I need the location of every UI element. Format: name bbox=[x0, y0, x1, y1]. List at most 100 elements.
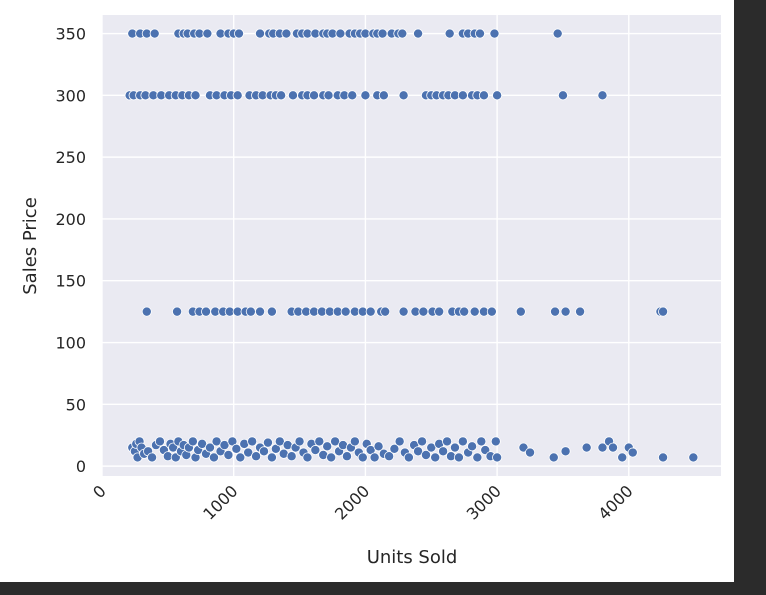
data-point bbox=[581, 442, 592, 453]
y-tick-label: 50 bbox=[66, 395, 86, 414]
data-point bbox=[597, 442, 608, 453]
x-tick-label: 1000 bbox=[199, 481, 241, 523]
y-tick-label: 200 bbox=[55, 210, 86, 229]
data-point bbox=[369, 452, 380, 463]
data-point bbox=[398, 306, 409, 317]
data-point bbox=[204, 442, 215, 453]
y-tick-label: 250 bbox=[55, 148, 86, 167]
data-point bbox=[365, 306, 376, 317]
data-point bbox=[575, 306, 586, 317]
data-point bbox=[474, 28, 485, 39]
data-point bbox=[266, 306, 277, 317]
data-point bbox=[266, 452, 277, 463]
data-point bbox=[515, 306, 526, 317]
data-point bbox=[347, 90, 358, 101]
data-point bbox=[453, 452, 464, 463]
data-point bbox=[486, 306, 497, 317]
data-point bbox=[608, 442, 619, 453]
data-point bbox=[281, 28, 292, 39]
data-point bbox=[310, 445, 321, 456]
data-point bbox=[247, 436, 258, 447]
data-point bbox=[380, 306, 391, 317]
data-point bbox=[201, 306, 212, 317]
data-point bbox=[202, 28, 213, 39]
data-point bbox=[417, 436, 428, 447]
data-point bbox=[430, 452, 441, 463]
data-point bbox=[357, 452, 368, 463]
data-point bbox=[276, 90, 287, 101]
data-point bbox=[378, 90, 389, 101]
data-point bbox=[258, 446, 269, 457]
y-tick-label: 150 bbox=[55, 272, 86, 291]
data-point bbox=[557, 90, 568, 101]
data-point bbox=[389, 443, 400, 454]
data-point bbox=[467, 441, 478, 452]
data-point bbox=[658, 452, 669, 463]
data-point bbox=[149, 28, 160, 39]
x-tick-label: 0 bbox=[89, 481, 110, 502]
data-point bbox=[147, 452, 158, 463]
data-point bbox=[360, 90, 371, 101]
y-tick-label: 350 bbox=[55, 25, 86, 44]
data-point bbox=[335, 28, 346, 39]
data-point bbox=[172, 306, 183, 317]
data-point bbox=[141, 306, 152, 317]
data-point bbox=[398, 90, 409, 101]
data-point bbox=[302, 452, 313, 463]
data-point bbox=[394, 436, 405, 447]
data-point bbox=[326, 452, 337, 463]
data-point bbox=[294, 436, 305, 447]
plot-area bbox=[102, 15, 721, 476]
data-point bbox=[190, 90, 201, 101]
data-point bbox=[287, 90, 298, 101]
figure: 0 1000 2000 3000 4000 0 50 100 150 200 250 300 350 U… bbox=[0, 0, 734, 582]
data-point bbox=[323, 90, 334, 101]
data-point bbox=[231, 443, 242, 454]
data-point bbox=[286, 451, 297, 462]
data-point bbox=[309, 90, 320, 101]
data-point bbox=[349, 436, 360, 447]
data-point bbox=[560, 306, 571, 317]
data-point bbox=[469, 306, 480, 317]
data-point bbox=[208, 452, 219, 463]
data-point bbox=[397, 28, 408, 39]
data-point bbox=[627, 447, 638, 458]
y-tick-label: 0 bbox=[76, 457, 86, 476]
data-point bbox=[341, 451, 352, 462]
data-point bbox=[472, 452, 483, 463]
data-point bbox=[373, 441, 384, 452]
data-point bbox=[245, 306, 256, 317]
data-point bbox=[525, 447, 536, 458]
data-point bbox=[413, 28, 424, 39]
data-point bbox=[251, 451, 262, 462]
data-point bbox=[548, 452, 559, 463]
data-point bbox=[457, 436, 468, 447]
data-point bbox=[490, 436, 501, 447]
data-point bbox=[154, 436, 165, 447]
data-point bbox=[597, 90, 608, 101]
data-point bbox=[418, 306, 429, 317]
data-point bbox=[459, 306, 470, 317]
data-point bbox=[255, 306, 266, 317]
data-points bbox=[124, 28, 699, 463]
x-axis-title: Units Sold bbox=[367, 547, 458, 568]
data-point bbox=[384, 451, 395, 462]
y-axis-title: Sales Price bbox=[20, 197, 41, 295]
data-point bbox=[457, 90, 468, 101]
data-point bbox=[550, 306, 561, 317]
data-point bbox=[489, 28, 500, 39]
data-point bbox=[560, 446, 571, 457]
data-point bbox=[434, 306, 445, 317]
data-point bbox=[420, 449, 431, 460]
data-point bbox=[187, 436, 198, 447]
x-tick-label: 3000 bbox=[463, 481, 505, 523]
data-point bbox=[492, 452, 503, 463]
data-point bbox=[658, 306, 669, 317]
y-tick-label: 300 bbox=[55, 86, 86, 105]
data-point bbox=[476, 436, 487, 447]
data-point bbox=[233, 28, 244, 39]
data-point bbox=[223, 449, 234, 460]
data-point bbox=[340, 306, 351, 317]
data-point bbox=[403, 452, 414, 463]
data-point bbox=[314, 436, 325, 447]
